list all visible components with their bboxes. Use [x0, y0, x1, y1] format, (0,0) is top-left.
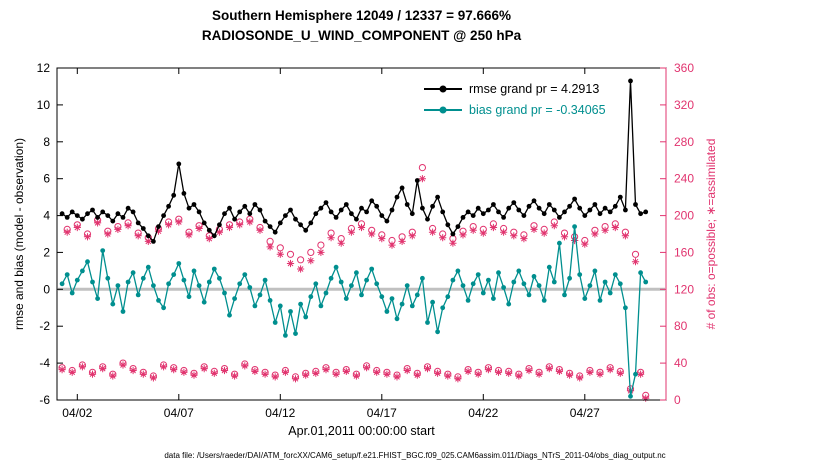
svg-text:240: 240 — [674, 172, 694, 186]
legend-marker-rmse — [439, 85, 447, 92]
svg-text:04/22: 04/22 — [468, 406, 498, 420]
legend-line-sample-bias — [424, 106, 462, 113]
obs-possible-markers — [58, 164, 650, 399]
svg-text:-6: -6 — [39, 393, 50, 407]
obs-assimilated-markers — [58, 175, 650, 402]
y-axis-label-left: rmse and bias (model - observation) — [12, 137, 26, 331]
svg-text:04/07: 04/07 — [164, 406, 194, 420]
svg-text:10: 10 — [37, 98, 51, 112]
y-axis-label-right: # of obs: o=possible; ∗=assimilated — [704, 138, 718, 330]
legend-label-rmse: rmse grand pr = 4.2913 — [469, 81, 600, 96]
svg-text:-2: -2 — [39, 319, 50, 333]
x-axis-label: Apr.01,2011 00:00:00 start — [288, 424, 435, 438]
svg-text:120: 120 — [674, 282, 694, 296]
legend-marker-bias — [439, 106, 447, 113]
y-axis-right-ticks: 0 40 80 120 160 200 240 280 320 360 — [660, 61, 694, 407]
legend-entry-rmse: rmse grand pr = 4.2913 — [424, 78, 606, 99]
svg-text:6: 6 — [43, 172, 50, 186]
svg-text:04/27: 04/27 — [570, 406, 600, 420]
y-axis-left-ticks: -6 -4 -2 0 2 4 6 8 10 12 — [37, 61, 63, 407]
legend-line-sample-rmse — [424, 85, 462, 92]
svg-text:160: 160 — [674, 245, 694, 259]
svg-text:4: 4 — [43, 209, 50, 223]
svg-text:04/12: 04/12 — [265, 406, 295, 420]
legend-label-bias: bias grand pr = -0.34065 — [469, 102, 606, 117]
svg-text:8: 8 — [43, 135, 50, 149]
legend-entry-bias: bias grand pr = -0.34065 — [424, 99, 606, 120]
svg-text:40: 40 — [674, 356, 688, 370]
svg-text:0: 0 — [674, 393, 681, 407]
svg-text:04/17: 04/17 — [367, 406, 397, 420]
svg-text:280: 280 — [674, 135, 694, 149]
svg-text:360: 360 — [674, 61, 694, 75]
svg-text:200: 200 — [674, 209, 694, 223]
chart-title-line1: Southern Hemisphere 12049 / 12337 = 97.6… — [211, 8, 512, 23]
svg-text:320: 320 — [674, 98, 694, 112]
bias-line — [59, 224, 649, 399]
svg-text:04/02: 04/02 — [62, 406, 92, 420]
x-axis-ticks: 04/02 04/07 04/12 04/17 04/22 04/27 — [62, 68, 600, 420]
svg-text:2: 2 — [43, 245, 50, 259]
svg-text:-4: -4 — [39, 356, 50, 370]
axes-box — [56, 67, 667, 401]
legend: rmse grand pr = 4.2913 bias grand pr = -… — [424, 78, 606, 120]
chart-title-line2: RADIOSONDE_U_WIND_COMPONENT @ 250 hPa — [201, 28, 522, 43]
data-file-path: data file: /Users/raeder/DAI/ATM_forcXX/… — [164, 451, 666, 460]
rmse-line — [59, 78, 649, 244]
svg-text:0: 0 — [43, 282, 50, 296]
svg-text:80: 80 — [674, 319, 688, 333]
svg-text:12: 12 — [37, 61, 51, 75]
